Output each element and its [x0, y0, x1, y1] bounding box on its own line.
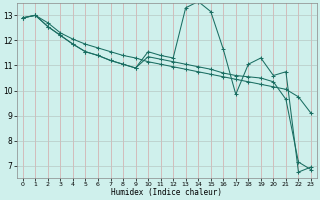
X-axis label: Humidex (Indice chaleur): Humidex (Indice chaleur)	[111, 188, 222, 197]
